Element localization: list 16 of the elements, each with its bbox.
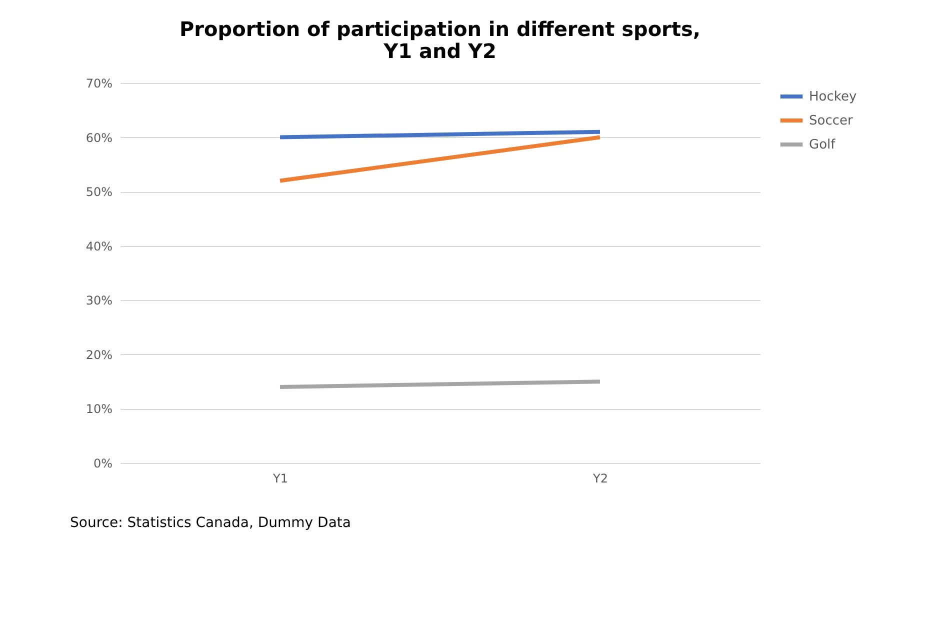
- x-tick-label: Y1: [272, 472, 288, 486]
- x-tick-label: Y2: [592, 472, 608, 486]
- y-tick-label: 70%: [86, 76, 112, 90]
- legend-label: Hockey: [809, 90, 857, 104]
- text: Y1 and Y2: [384, 39, 496, 63]
- text: Proportion of participation in different sports,: [180, 17, 700, 41]
- y-tick-label: 20%: [86, 348, 112, 362]
- y-tick-label: 30%: [86, 294, 112, 308]
- y-tick-label: 40%: [86, 239, 112, 254]
- legend-label: Soccer: [809, 114, 854, 128]
- y-tick-label: 60%: [86, 130, 112, 145]
- y-tick-label: 50%: [86, 185, 112, 200]
- source-note: Source: Statistics Canada, Dummy Data: [70, 515, 351, 531]
- legend-label: Golf: [809, 138, 836, 152]
- y-tick-label: 10%: [86, 402, 112, 416]
- y-tick-label: 0%: [93, 456, 112, 470]
